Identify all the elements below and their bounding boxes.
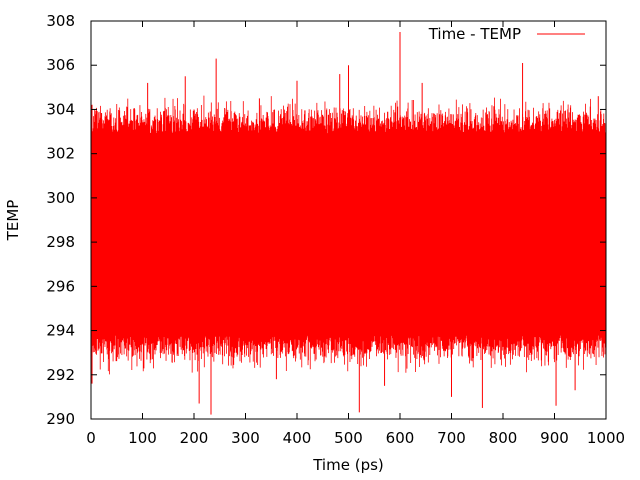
- y-tick-label: 302: [46, 145, 75, 163]
- y-tick-label: 290: [46, 410, 75, 428]
- axis-ticks: [90, 20, 607, 420]
- x-axis-title: Time (ps): [312, 456, 384, 474]
- x-tick-labels: 0 100 200 300 400 500 600 700 800 900 1000: [86, 429, 625, 447]
- legend: Time - TEMP: [428, 25, 585, 43]
- legend-label: Time - TEMP: [428, 25, 521, 43]
- series-time-temp: [90, 32, 607, 415]
- y-tick-label: 298: [46, 233, 75, 251]
- x-tick-label: 1000: [587, 429, 625, 447]
- y-tick-labels: 290 292 294 296 298 300 302 304 306 308: [46, 12, 75, 428]
- y-tick-label: 304: [46, 100, 75, 118]
- y-tick-label: 292: [46, 366, 75, 384]
- y-tick-label: 308: [46, 12, 75, 30]
- x-tick-label: 700: [437, 429, 466, 447]
- x-tick-label: 400: [283, 429, 312, 447]
- x-tick-label: 800: [489, 429, 518, 447]
- x-tick-label: 500: [334, 429, 363, 447]
- series-line: [90, 95, 607, 375]
- x-tick-label: 100: [128, 429, 157, 447]
- x-tick-label: 900: [540, 429, 569, 447]
- y-tick-label: 306: [46, 56, 75, 74]
- y-axis-title: TEMP: [4, 200, 22, 242]
- x-tick-label: 0: [86, 429, 96, 447]
- y-tick-label: 300: [46, 189, 75, 207]
- y-tick-label: 296: [46, 277, 75, 295]
- x-tick-label: 300: [231, 429, 260, 447]
- y-tick-label: 294: [46, 322, 75, 340]
- x-tick-label: 200: [180, 429, 209, 447]
- x-tick-label: 600: [386, 429, 415, 447]
